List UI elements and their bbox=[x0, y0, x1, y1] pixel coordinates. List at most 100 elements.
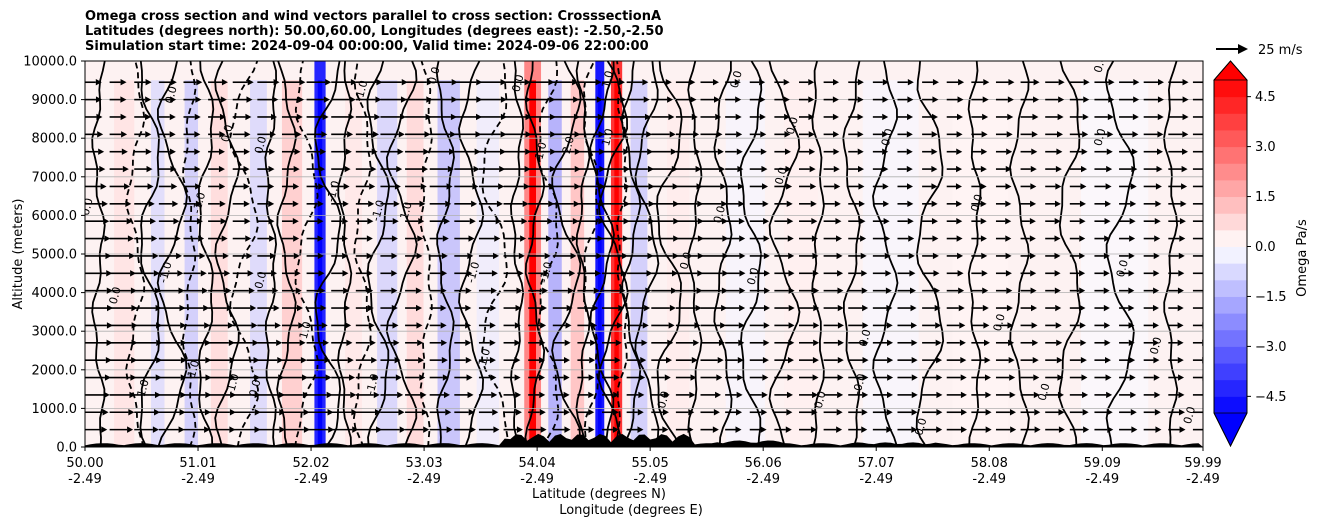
wind-vector bbox=[183, 270, 207, 277]
wind-vector bbox=[995, 391, 1016, 399]
omega-band bbox=[250, 80, 267, 447]
wind-vector bbox=[158, 79, 177, 86]
wind-vector bbox=[306, 252, 324, 260]
wind-vector bbox=[1069, 96, 1090, 103]
contour-label: -1.0 bbox=[464, 260, 482, 284]
wind-vector bbox=[503, 391, 522, 399]
wind-vector bbox=[478, 322, 496, 329]
wind-vector bbox=[577, 200, 605, 208]
wind-vector bbox=[651, 270, 678, 277]
wind-vector bbox=[1143, 165, 1163, 173]
omega-band-core bbox=[614, 80, 619, 447]
wind-vector bbox=[454, 339, 472, 346]
colorbar: −4.5 −3.0 −1.5 0.0 1.5 3.0 4.5 bbox=[1213, 60, 1287, 448]
contour-label: 0.0 bbox=[879, 127, 896, 147]
wind-vector bbox=[823, 148, 840, 155]
wind-vector bbox=[232, 148, 250, 155]
wind-vector bbox=[1045, 426, 1065, 433]
wind-vector bbox=[306, 287, 326, 294]
wind-vector bbox=[626, 79, 649, 86]
wind-vector bbox=[774, 322, 795, 329]
wind-vector bbox=[1168, 270, 1185, 277]
wind-vector bbox=[1094, 304, 1110, 312]
wind-vector bbox=[355, 217, 374, 225]
wind-vector bbox=[749, 287, 771, 294]
wind-vector bbox=[552, 200, 580, 208]
y-tick-label: 9000.0 bbox=[32, 93, 78, 108]
wind-vector bbox=[183, 200, 202, 208]
wind-vector bbox=[355, 409, 381, 416]
wind-vector bbox=[429, 235, 449, 242]
wind-vector bbox=[700, 148, 724, 155]
colorbar-tick-label: −1.5 bbox=[1255, 290, 1287, 305]
quiver-key: 25 m/s bbox=[1216, 43, 1303, 58]
wind-vector bbox=[331, 79, 357, 86]
wind-vector bbox=[405, 165, 429, 173]
wind-vector bbox=[85, 252, 112, 260]
wind-vector bbox=[503, 339, 521, 346]
wind-vector bbox=[380, 409, 405, 416]
wind-vector bbox=[85, 374, 111, 381]
wind-vector bbox=[872, 165, 889, 173]
colorbar-label: Omega Pa/s bbox=[1295, 219, 1310, 297]
wind-vector bbox=[946, 287, 965, 294]
wind-vector bbox=[1094, 96, 1115, 103]
wind-vector bbox=[1192, 203, 1203, 205]
wind-vector bbox=[1069, 200, 1086, 208]
wind-vector bbox=[257, 252, 276, 260]
wind-vector bbox=[922, 356, 943, 364]
wind-vector bbox=[1094, 235, 1111, 242]
wind-vector bbox=[946, 200, 963, 208]
wind-vector bbox=[1192, 220, 1203, 222]
wind-vector bbox=[208, 235, 228, 242]
wind-vector bbox=[1119, 339, 1135, 346]
wind-vector bbox=[380, 374, 402, 381]
wind-vector bbox=[823, 252, 843, 260]
wind-vector bbox=[1168, 183, 1188, 190]
wind-vector bbox=[109, 217, 133, 225]
wind-vector bbox=[1069, 131, 1089, 138]
wind-vector bbox=[405, 113, 432, 121]
wind-vector bbox=[823, 391, 844, 399]
wind-vector bbox=[872, 131, 889, 138]
wind-vector bbox=[1020, 79, 1040, 86]
wind-vector bbox=[626, 131, 653, 138]
wind-vector bbox=[208, 96, 227, 103]
wind-vector bbox=[134, 79, 152, 86]
wind-vector bbox=[331, 113, 355, 121]
wind-vector bbox=[134, 200, 155, 208]
wind-vector bbox=[823, 183, 841, 190]
wind-vector bbox=[405, 252, 423, 260]
wind-vector bbox=[1143, 235, 1161, 242]
wind-vector bbox=[725, 200, 745, 208]
omega-band bbox=[476, 80, 500, 447]
wind-vector bbox=[995, 96, 1014, 103]
wind-vector bbox=[1020, 322, 1038, 329]
wind-vector bbox=[1045, 96, 1065, 103]
wind-vector bbox=[1192, 185, 1203, 188]
wind-vector bbox=[749, 426, 767, 433]
y-tick-label: 8000.0 bbox=[32, 132, 78, 147]
wind-vector bbox=[281, 409, 310, 416]
wind-vector bbox=[306, 391, 333, 399]
wind-vector bbox=[651, 287, 678, 294]
wind-vector bbox=[355, 426, 383, 433]
y-tick-label: 10000.0 bbox=[23, 55, 77, 70]
wind-vector bbox=[1119, 426, 1138, 433]
wind-vector bbox=[158, 148, 176, 155]
wind-vector bbox=[922, 270, 940, 277]
wind-vector bbox=[158, 183, 178, 190]
wind-vector bbox=[552, 235, 578, 242]
wind-vector bbox=[1192, 255, 1203, 257]
wind-vector bbox=[552, 304, 573, 312]
chart-title: Omega cross section and wind vectors par… bbox=[85, 9, 664, 54]
wind-vector bbox=[700, 409, 720, 416]
wind-vector bbox=[995, 322, 1014, 329]
wind-vector bbox=[1020, 426, 1041, 433]
y-tick-label: 0.0 bbox=[56, 441, 77, 456]
wind-vector bbox=[331, 287, 350, 294]
wind-vector bbox=[454, 374, 473, 381]
wind-vector bbox=[774, 165, 792, 173]
wind-vector bbox=[1143, 287, 1160, 294]
wind-vector bbox=[1143, 426, 1162, 433]
